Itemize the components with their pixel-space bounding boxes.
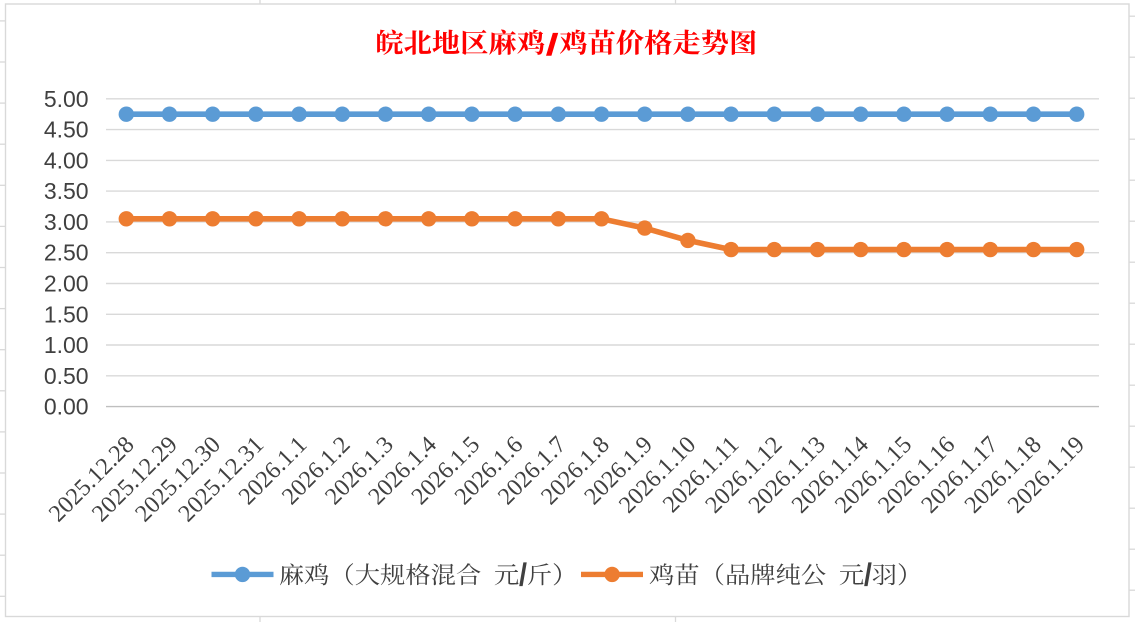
svg-text:4.50: 4.50 [44,117,89,143]
svg-text:3.00: 3.00 [44,209,89,235]
svg-text:2.00: 2.00 [44,271,89,297]
svg-text:1.00: 1.00 [44,332,89,358]
svg-text:4.00: 4.00 [44,147,89,173]
svg-text:3.50: 3.50 [44,178,89,204]
svg-text:0.00: 0.00 [44,394,89,420]
svg-text:0.50: 0.50 [44,363,89,389]
svg-text:5.00: 5.00 [44,86,89,112]
svg-text:2.50: 2.50 [44,240,89,266]
svg-text:1.50: 1.50 [44,301,89,327]
